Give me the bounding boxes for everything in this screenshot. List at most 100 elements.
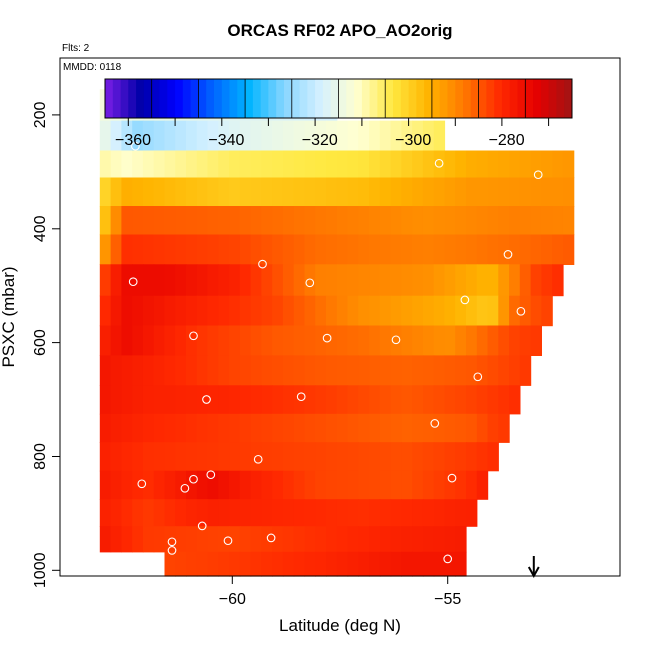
y-axis-tick-label: 200	[32, 101, 49, 128]
heatmap-cell	[282, 234, 295, 265]
color-legend-swatch	[346, 79, 355, 118]
heatmap-cell	[369, 385, 381, 415]
color-legend-swatch	[431, 79, 441, 118]
heatmap-cell	[196, 526, 209, 553]
heatmap-cell	[315, 442, 327, 472]
heatmap-cell	[250, 499, 262, 527]
heatmap-cell	[196, 325, 209, 356]
heatmap-cell	[99, 264, 112, 297]
heatmap-cell	[476, 177, 489, 207]
heatmap-cell	[153, 177, 166, 207]
heatmap-cell	[379, 295, 392, 327]
heatmap-cell	[293, 499, 306, 527]
heatmap-cell	[455, 355, 467, 386]
heatmap-cell	[218, 325, 230, 356]
heatmap-cell	[218, 355, 230, 386]
heatmap-cell	[336, 120, 349, 152]
heatmap-cell	[110, 295, 122, 327]
heatmap-cell	[336, 177, 349, 207]
observation-point	[533, 170, 543, 180]
heatmap-cell	[422, 526, 435, 553]
heatmap-cell	[164, 526, 176, 553]
heatmap-cell	[401, 206, 413, 236]
heatmap-cell	[250, 120, 262, 152]
heatmap-cell	[250, 551, 262, 577]
heatmap-cell	[239, 499, 252, 527]
color-legend-swatch	[120, 79, 129, 118]
heatmap-cell	[509, 150, 521, 179]
heatmap-cell	[164, 355, 176, 386]
heatmap-cell	[422, 355, 435, 386]
heatmap-cell	[196, 499, 209, 527]
heatmap-cell	[261, 206, 273, 236]
heatmap-cell	[444, 355, 456, 386]
heatmap-cell	[261, 264, 273, 297]
heatmap-cell	[239, 385, 252, 415]
heatmap-cell	[110, 385, 122, 415]
heatmap-cell	[552, 234, 564, 265]
heatmap-cell	[358, 385, 370, 415]
heatmap-cell	[250, 385, 262, 415]
heatmap-cell	[390, 499, 402, 527]
heatmap-cell	[272, 526, 284, 553]
color-legend-swatch	[206, 79, 215, 118]
heatmap-cell	[304, 442, 316, 472]
heatmap-cell	[218, 120, 230, 152]
heatmap-cell	[153, 442, 166, 472]
heatmap-cell	[239, 325, 252, 356]
heatmap-cell	[509, 234, 521, 265]
heatmap-cell	[282, 470, 295, 500]
heatmap-cell	[229, 355, 241, 386]
heatmap-cell	[304, 150, 316, 179]
color-legend-swatch	[525, 79, 534, 118]
observation-point	[576, 215, 586, 225]
heatmap-cell	[121, 442, 133, 472]
observation-point	[516, 306, 526, 316]
heatmap-cell	[336, 206, 349, 236]
heatmap-cell	[422, 470, 435, 500]
heatmap-cell	[519, 355, 532, 386]
heatmap-cell	[358, 499, 370, 527]
heatmap-cell	[466, 234, 478, 265]
heatmap-cell	[326, 264, 338, 297]
heatmap-cell	[412, 499, 424, 527]
heatmap-cell	[250, 413, 262, 443]
observation-point	[189, 331, 198, 341]
heatmap-cell	[347, 234, 359, 265]
heatmap-cell	[293, 177, 306, 207]
heatmap-cell	[369, 120, 381, 152]
heatmap-cell	[433, 264, 446, 297]
heatmap-cell	[390, 442, 402, 472]
heatmap-cell	[541, 295, 553, 327]
heatmap-cell	[552, 264, 564, 297]
heatmap-cell	[293, 295, 306, 327]
heatmap-cell	[444, 206, 456, 236]
x-axis-tick-label: −55	[434, 591, 461, 608]
heatmap-cell	[487, 413, 499, 443]
heatmap-cell	[121, 470, 133, 500]
heatmap-cell	[272, 177, 284, 207]
heatmap-cell	[541, 264, 553, 297]
heatmap-cell	[239, 551, 252, 577]
heatmap-cell	[519, 150, 532, 179]
heatmap-cell	[530, 295, 542, 327]
heatmap-cell	[379, 177, 392, 207]
heatmap-cell	[110, 120, 122, 152]
heatmap-cell	[358, 413, 370, 443]
color-legend-swatch	[143, 79, 153, 118]
heatmap-cell	[455, 234, 467, 265]
color-legend-swatch	[182, 79, 192, 118]
heatmap-cell	[261, 355, 273, 386]
heatmap-cell	[401, 355, 413, 386]
heatmap-cell	[455, 385, 467, 415]
heatmap-cell	[476, 442, 489, 472]
color-legend-swatch	[478, 79, 487, 118]
heatmap-cell	[186, 295, 198, 327]
heatmap-cell	[347, 177, 359, 207]
heatmap-cell	[142, 385, 155, 415]
heatmap-cell	[347, 442, 359, 472]
heatmap-cell	[347, 551, 359, 577]
heatmap-cell	[433, 499, 446, 527]
heatmap-cell	[326, 150, 338, 179]
heatmap-cell	[466, 295, 478, 327]
